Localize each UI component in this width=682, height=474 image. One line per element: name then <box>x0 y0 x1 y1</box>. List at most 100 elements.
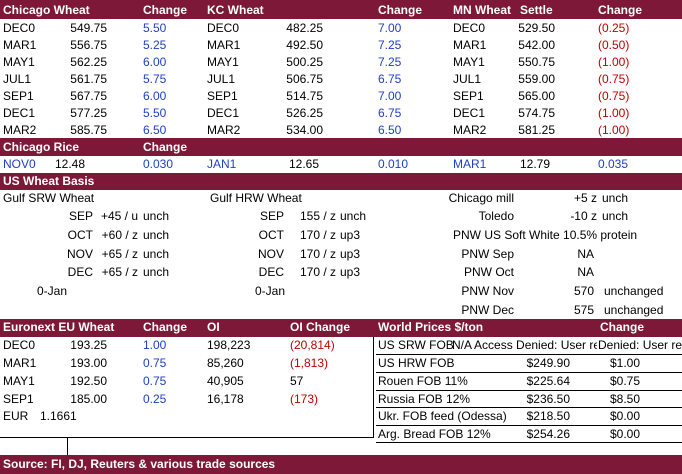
cell: 581.25 <box>518 123 555 137</box>
cell: Arg. Bread FOB 12% <box>378 427 491 441</box>
column-header: Change <box>143 320 188 334</box>
cell: NOV <box>66 247 93 261</box>
cell: PNW Nov <box>461 284 514 298</box>
border <box>376 354 682 355</box>
header-bar <box>0 173 682 190</box>
cell: 567.75 <box>70 89 107 103</box>
cell: NA <box>577 265 594 279</box>
cell: (0.25) <box>598 21 630 35</box>
cell: (0.75) <box>598 72 630 86</box>
cell: $8.50 <box>609 392 640 406</box>
cell: SEP1 <box>3 89 34 103</box>
cell: 549.75 <box>70 21 107 35</box>
cell: 1.1661 <box>40 409 77 423</box>
border <box>376 442 682 443</box>
cell: MAR1 <box>3 38 37 52</box>
column-header: Change <box>143 3 188 17</box>
border <box>67 437 68 455</box>
cell: DEC0 <box>3 21 36 35</box>
cell: MAR1 <box>207 38 241 52</box>
cell: EUR <box>3 409 29 423</box>
cell: 0.010 <box>378 157 409 171</box>
cell: 565.00 <box>518 89 555 103</box>
cell: OCT <box>258 228 284 242</box>
column-header: KC Wheat <box>207 3 264 17</box>
cell: DEC1 <box>3 106 36 120</box>
cell: $0.75 <box>609 374 640 388</box>
cell: 0.75 <box>143 356 167 370</box>
cell: 170 / z <box>299 228 336 242</box>
cell: 5.50 <box>143 106 167 120</box>
cell: 1.00 <box>143 338 167 352</box>
cell: US SRW FOB <box>378 338 454 352</box>
cell: JAN1 <box>207 157 237 171</box>
cell: 550.75 <box>518 55 555 69</box>
column-header: World Prices $/ton <box>378 320 484 334</box>
cell: 192.50 <box>70 374 107 388</box>
cell: Rouen FOB 11% <box>378 374 468 388</box>
column-header: OI <box>207 320 220 334</box>
cell: 0.030 <box>143 157 174 171</box>
footer-bar <box>0 455 682 474</box>
cell: MAY1 <box>207 55 239 69</box>
cell: 514.75 <box>286 89 323 103</box>
cell: unch <box>143 265 170 279</box>
border <box>376 407 682 408</box>
cell: 556.75 <box>70 38 107 52</box>
cell: 570 <box>573 284 594 298</box>
cell: 6.00 <box>143 89 167 103</box>
column-header: Chicago Rice <box>3 140 80 154</box>
cell: 198,223 <box>207 338 251 352</box>
cell: 170 / z <box>299 265 336 279</box>
cell: JUL1 <box>207 72 236 86</box>
cell: OCT <box>67 228 93 242</box>
cell: 85,260 <box>207 356 244 370</box>
cell: PNW Dec <box>461 303 514 317</box>
cell: Toledo <box>478 209 514 223</box>
cell: JUL1 <box>3 72 32 86</box>
cell: Chicago mill <box>448 191 514 205</box>
cell: (0.75) <box>598 89 630 103</box>
column-header: Chicago Wheat <box>3 3 90 17</box>
cell: (20,814) <box>290 338 335 352</box>
cell: 7.25 <box>378 55 402 69</box>
cell: 6.75 <box>378 72 402 86</box>
border <box>373 337 374 438</box>
cell: $0.00 <box>609 427 640 441</box>
cell: 7.25 <box>378 38 402 52</box>
border <box>376 372 682 373</box>
header-bar <box>0 319 682 337</box>
cell: JUL1 <box>453 72 482 86</box>
cell: DEC0 <box>453 21 486 35</box>
cell: 0.25 <box>143 392 167 406</box>
cell: +5 z <box>573 191 597 205</box>
cell: +60 / z <box>101 228 138 242</box>
cell: 193.25 <box>70 338 107 352</box>
column-header: Euronext EU Wheat <box>3 320 115 334</box>
cell: PNW Sep <box>461 247 514 261</box>
cell: unch <box>602 209 629 223</box>
cell: NOV <box>257 247 284 261</box>
cell: 12.48 <box>55 157 86 171</box>
cell: 574.75 <box>518 106 555 120</box>
column-header: Change <box>598 3 643 17</box>
cell: 0.035 <box>598 157 629 171</box>
cell: $236.50 <box>526 392 570 406</box>
cell: (1.00) <box>598 123 630 137</box>
cell: MAR1 <box>453 157 487 171</box>
cell: unch <box>143 228 170 242</box>
cell: 482.25 <box>286 21 323 35</box>
block-title: Gulf HRW Wheat <box>210 191 302 205</box>
cell: SEP <box>259 209 284 223</box>
cell: 492.50 <box>286 38 323 52</box>
cell: NA <box>577 247 594 261</box>
column-header: Change <box>378 3 423 17</box>
cell: N/A Access Denied: User re <box>452 338 597 352</box>
cell: MAR1 <box>3 356 37 370</box>
cell: 170 / z <box>299 247 336 261</box>
cell: 155 / z <box>299 209 336 223</box>
cell: 575 <box>573 303 594 317</box>
cell: 6.50 <box>143 123 167 137</box>
cell: 542.00 <box>518 38 555 52</box>
cell: $254.26 <box>526 427 570 441</box>
